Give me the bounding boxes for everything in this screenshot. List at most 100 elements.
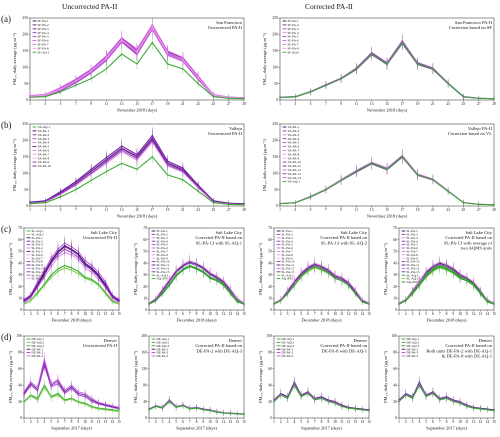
legend-entry: SL-PA-13: [32, 277, 45, 281]
y-tick-label: 70: [143, 226, 147, 230]
legend-marker: [277, 247, 280, 249]
data-point: [478, 203, 480, 206]
legend-entry: SL-PA-10: [282, 260, 295, 264]
y-tick-label: 30: [393, 273, 397, 277]
x-tick-label: 15: [367, 420, 371, 424]
data-point: [493, 409, 495, 412]
x-tick-label: 9: [90, 102, 92, 106]
legend-marker: [402, 341, 405, 343]
x-tick-label: 25: [462, 102, 466, 106]
data-point: [75, 84, 77, 86]
data-point: [84, 392, 86, 395]
legend-marker: [402, 281, 405, 283]
data-point: [166, 160, 169, 162]
x-tick-label: 1: [29, 208, 31, 212]
x-tick-label: 25: [212, 102, 216, 106]
chart-title-line: DE-PA-8 with DE-AQ-1: [321, 348, 367, 353]
data-point: [136, 153, 138, 156]
x-tick-label: 15: [117, 312, 121, 316]
x-tick-label: 3: [162, 312, 164, 316]
x-tick-label: 14: [360, 312, 364, 316]
x-tick-label: 12: [222, 420, 226, 424]
legend-marker: [152, 355, 155, 357]
data-point: [320, 268, 323, 270]
x-tick-label: 9: [452, 420, 454, 424]
y-tick-label: 100: [22, 65, 28, 69]
data-point: [355, 170, 358, 173]
y-tick-label: 80: [393, 351, 397, 355]
x-tick-label: 4: [293, 312, 295, 316]
x-tick-label: 10: [83, 420, 87, 424]
y-tick-label: 150: [272, 49, 278, 53]
x-tick-label: 4: [168, 420, 170, 424]
chart-title-line: Denver: [103, 338, 117, 343]
y-tick-label: 200: [272, 33, 278, 37]
legend-marker: [27, 355, 30, 357]
legend-entry: DE-PA-3: [407, 354, 419, 358]
legend-entry: SF-AQ-1: [38, 50, 50, 54]
x-tick-label: 14: [485, 312, 489, 316]
data-point: [104, 409, 107, 411]
x-tick-label: 5: [425, 420, 427, 424]
legend-entry: SF-PA-4: [288, 31, 299, 35]
data-point: [118, 299, 120, 302]
legend-entry: SL-PA-9: [157, 256, 169, 260]
y-tick-label: 40: [143, 400, 147, 404]
data-point: [64, 246, 66, 248]
data-point: [195, 268, 198, 270]
legend-entry: SL-PA-12: [157, 267, 170, 271]
x-tick-label: 11: [355, 208, 359, 212]
legend-entry: VA-PA-6: [288, 145, 300, 149]
data-point: [354, 408, 357, 410]
x-tick-label: 1: [148, 312, 150, 316]
data-point: [416, 63, 419, 65]
legend-entry: VA-AQ-1: [38, 125, 51, 129]
x-tick-label: 7: [75, 102, 77, 106]
legend-entry: SL-PA-13: [282, 270, 295, 274]
legend-entry: DE-AQ-3: [282, 344, 295, 348]
legend-marker: [402, 240, 405, 242]
x-tick-label: 10: [458, 420, 462, 424]
y-tick-label: 10: [143, 296, 147, 300]
x-axis-label: December 2018 (days): [177, 318, 218, 323]
data-point: [405, 394, 407, 396]
legend-entry: SF-PA-5: [288, 35, 299, 39]
y-axis-label: PM₂.₅ daily average (μg m⁻³): [258, 243, 263, 295]
data-point: [59, 91, 62, 93]
x-tick-label: 21: [181, 208, 185, 212]
legend-entry: SL-PA-2: [282, 233, 294, 237]
x-tick-label: 1: [29, 102, 31, 106]
data-point: [439, 399, 441, 401]
y-tick-label: 150: [22, 49, 28, 53]
data-point: [212, 202, 215, 204]
legend-marker: [27, 341, 30, 343]
legend-entry: AQ-AVE: [157, 277, 169, 281]
data-point: [307, 269, 309, 271]
legend-entry: VA-PA-14: [288, 176, 302, 180]
legend-entry: SL-PA-7: [407, 250, 419, 254]
data-point: [425, 395, 427, 398]
data-point: [175, 406, 177, 409]
x-tick-label: 5: [50, 420, 52, 424]
data-point: [182, 167, 184, 169]
legend-entry: DE-AQ-1: [282, 337, 295, 341]
x-tick-label: 9: [77, 420, 79, 424]
data-point: [452, 400, 454, 403]
data-point: [75, 188, 77, 191]
legend-marker: [402, 261, 405, 263]
legend-marker: [33, 165, 36, 167]
legend-entry: SF-PA-3: [38, 27, 49, 31]
x-tick-label: 11: [215, 312, 219, 316]
x-tick-label: 15: [135, 102, 139, 106]
x-tick-label: 29: [242, 208, 246, 212]
data-point: [30, 381, 32, 383]
y-tick-label: 20: [268, 400, 272, 404]
data-point: [280, 299, 282, 302]
data-point: [84, 263, 86, 266]
data-point: [151, 134, 153, 137]
data-point: [64, 400, 66, 402]
data-point: [327, 271, 329, 274]
legend-entry: VA-PA-6: [38, 149, 50, 153]
